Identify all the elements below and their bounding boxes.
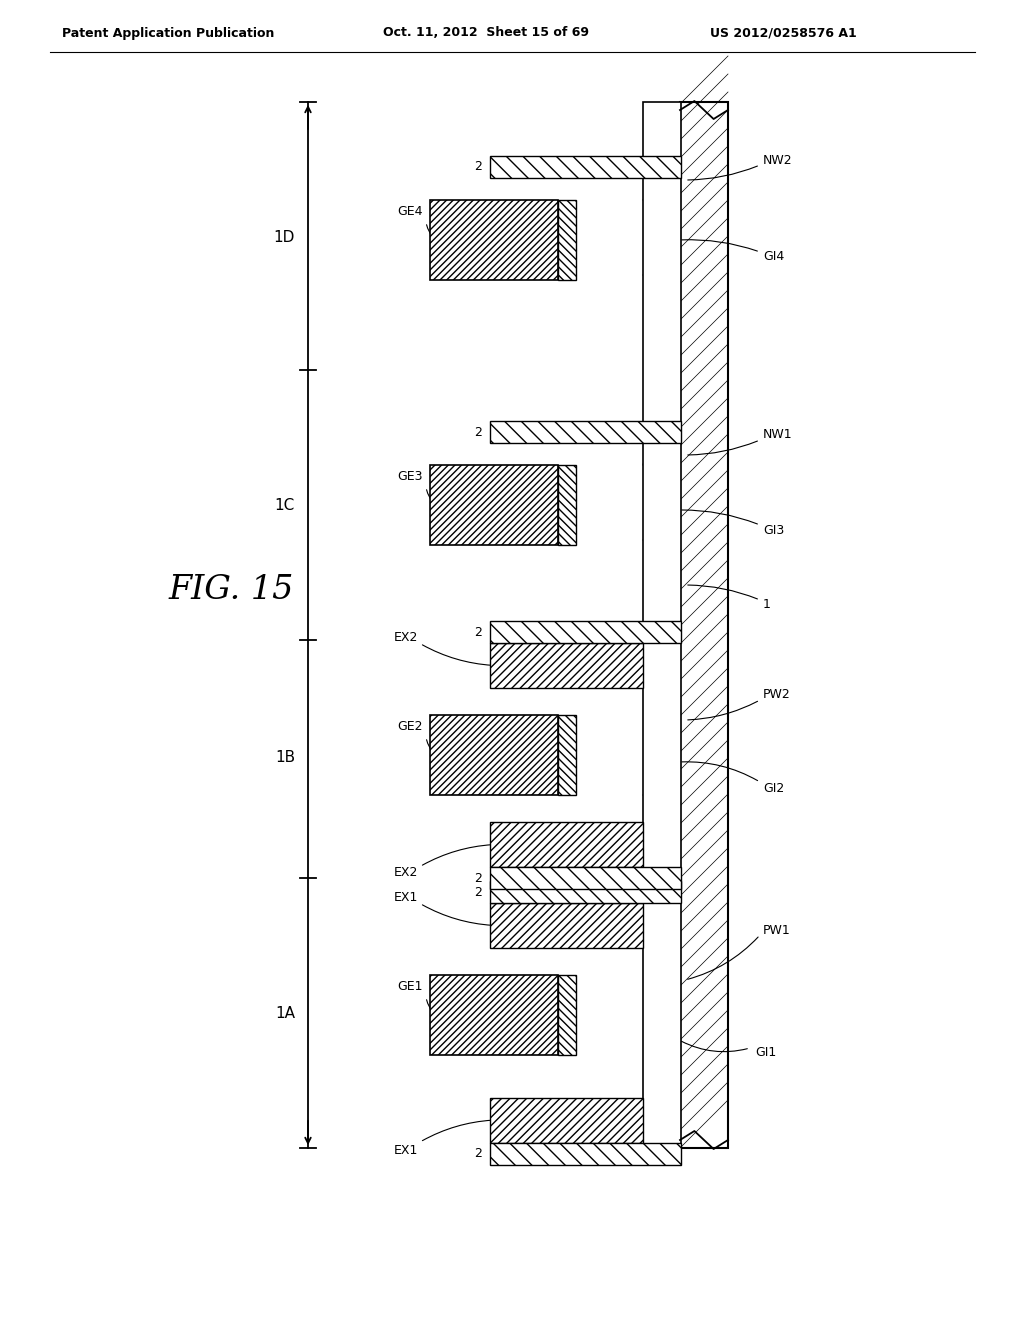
Text: GI3: GI3 bbox=[763, 524, 784, 536]
Text: 1A: 1A bbox=[275, 1006, 295, 1020]
Text: 2: 2 bbox=[474, 1147, 482, 1160]
Text: Patent Application Publication: Patent Application Publication bbox=[62, 26, 274, 40]
Text: 1: 1 bbox=[763, 598, 771, 611]
Bar bbox=[558, 975, 575, 1055]
Text: US 2012/0258576 A1: US 2012/0258576 A1 bbox=[710, 26, 857, 40]
Bar bbox=[490, 903, 643, 948]
Bar bbox=[490, 643, 643, 688]
Text: 1C: 1C bbox=[274, 498, 295, 512]
Text: GE2: GE2 bbox=[397, 719, 423, 733]
Text: 2: 2 bbox=[474, 161, 482, 173]
Text: GE1: GE1 bbox=[397, 979, 423, 993]
Text: GI1: GI1 bbox=[755, 1045, 776, 1059]
Bar bbox=[490, 1143, 681, 1164]
Bar bbox=[490, 1097, 643, 1143]
Bar bbox=[558, 465, 575, 545]
Text: 2: 2 bbox=[474, 425, 482, 438]
Text: 2: 2 bbox=[474, 626, 482, 639]
Bar bbox=[490, 822, 643, 867]
Text: PW2: PW2 bbox=[763, 688, 791, 701]
Bar bbox=[490, 880, 681, 903]
Text: EX2: EX2 bbox=[393, 866, 418, 879]
Text: NW2: NW2 bbox=[763, 153, 793, 166]
Bar bbox=[490, 867, 681, 888]
Text: 2: 2 bbox=[474, 871, 482, 884]
Bar bbox=[490, 421, 681, 444]
Bar bbox=[558, 715, 575, 795]
Bar bbox=[430, 715, 558, 795]
Bar bbox=[490, 620, 681, 643]
Text: NW1: NW1 bbox=[763, 429, 793, 441]
Text: PW1: PW1 bbox=[763, 924, 791, 936]
Bar bbox=[430, 465, 558, 545]
Bar bbox=[430, 201, 558, 280]
Text: GI2: GI2 bbox=[763, 781, 784, 795]
Text: EX1: EX1 bbox=[393, 891, 418, 904]
Bar bbox=[558, 201, 575, 280]
Text: EX2: EX2 bbox=[393, 631, 418, 644]
Bar bbox=[680, 102, 728, 1148]
Text: GE3: GE3 bbox=[397, 470, 423, 483]
Bar bbox=[430, 975, 558, 1055]
Text: 2: 2 bbox=[474, 886, 482, 899]
Text: GI4: GI4 bbox=[763, 251, 784, 264]
Text: Oct. 11, 2012  Sheet 15 of 69: Oct. 11, 2012 Sheet 15 of 69 bbox=[383, 26, 589, 40]
Text: 1D: 1D bbox=[273, 230, 295, 244]
Text: EX1: EX1 bbox=[393, 1143, 418, 1156]
Text: 1B: 1B bbox=[274, 751, 295, 766]
Bar bbox=[490, 156, 681, 178]
Text: FIG. 15: FIG. 15 bbox=[168, 574, 293, 606]
Text: GE4: GE4 bbox=[397, 205, 423, 218]
Bar bbox=[643, 102, 681, 1148]
